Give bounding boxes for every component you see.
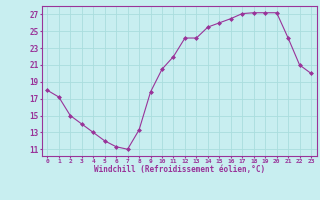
X-axis label: Windchill (Refroidissement éolien,°C): Windchill (Refroidissement éolien,°C) (94, 165, 265, 174)
